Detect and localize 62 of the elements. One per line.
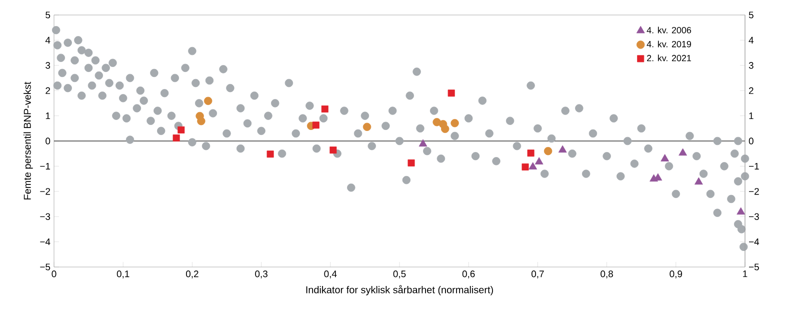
- point: [330, 146, 337, 154]
- point: [527, 150, 534, 157]
- point: [694, 177, 703, 185]
- y-tick-label: −2: [40, 188, 50, 195]
- x-tick-label: 1: [743, 270, 748, 278]
- point: [544, 146, 552, 156]
- point: [204, 96, 212, 106]
- y2-tick-label: 0: [748, 138, 754, 144]
- point: [450, 119, 459, 128]
- point: [312, 122, 320, 129]
- y2-tick-label: 5: [748, 12, 754, 18]
- point: [736, 207, 746, 215]
- y-tick-label: 2: [46, 87, 50, 94]
- legend-label: 2. kv. 2021: [647, 54, 692, 62]
- y-tick-label: 5: [46, 12, 50, 18]
- point: [522, 163, 529, 170]
- y2-tick-label: −2: [749, 188, 759, 195]
- point: [172, 134, 180, 142]
- y2-tick-label: −4: [749, 238, 760, 246]
- y2-tick-label: 4: [748, 36, 754, 44]
- x-tick-label: 0,4: [324, 270, 337, 278]
- x-tick-label: 0,2: [186, 270, 198, 278]
- x-tick-label: 0,9: [670, 270, 682, 278]
- x-tick-label: 0,7: [532, 270, 544, 278]
- x-tick-label: 0,5: [393, 270, 406, 278]
- point: [362, 122, 372, 131]
- x-tick-label: 0,6: [462, 270, 475, 278]
- y-tick-label: −3: [40, 213, 50, 220]
- legend-label: 4. kv. 2019: [646, 40, 692, 48]
- legend-label: 4. kv. 2006: [646, 26, 692, 34]
- y2-tick-label: 2: [749, 87, 754, 94]
- y-tick-label: 1: [46, 112, 50, 120]
- point: [660, 154, 670, 162]
- y-axis-title: Femte persentil BNP-vekst: [24, 82, 33, 200]
- point: [558, 145, 567, 153]
- y2-tick-label: −1: [749, 162, 759, 170]
- point: [418, 139, 428, 147]
- point: [321, 105, 328, 112]
- y2-tick-label: 3: [748, 62, 754, 69]
- x-tick-label: 0,8: [600, 270, 613, 278]
- y-tick-label: −4: [40, 238, 50, 246]
- y-tick-label: 4: [45, 36, 50, 44]
- y-tick-label: −1: [40, 162, 50, 170]
- x-tick-label: 0,3: [255, 270, 268, 278]
- point: [197, 116, 206, 126]
- y2-tick-label: −3: [749, 213, 759, 220]
- x-tick-label: 0,1: [116, 270, 130, 278]
- point: [178, 126, 185, 134]
- point: [528, 162, 538, 170]
- point: [441, 124, 450, 133]
- point: [266, 150, 274, 158]
- y2-tick-label: −5: [749, 264, 759, 270]
- point: [678, 148, 687, 156]
- x-axis-title: Indikator for syklisk sårbarhet (normalisert): [306, 285, 493, 296]
- y-tick-label: 0: [46, 138, 50, 144]
- point: [448, 90, 455, 97]
- point: [408, 159, 415, 166]
- x-tick-label: 0: [52, 270, 56, 278]
- y-tick-label: 3: [46, 62, 50, 69]
- y-tick-label: −5: [40, 264, 50, 270]
- y2-tick-label: 1: [749, 112, 754, 120]
- point: [534, 157, 544, 164]
